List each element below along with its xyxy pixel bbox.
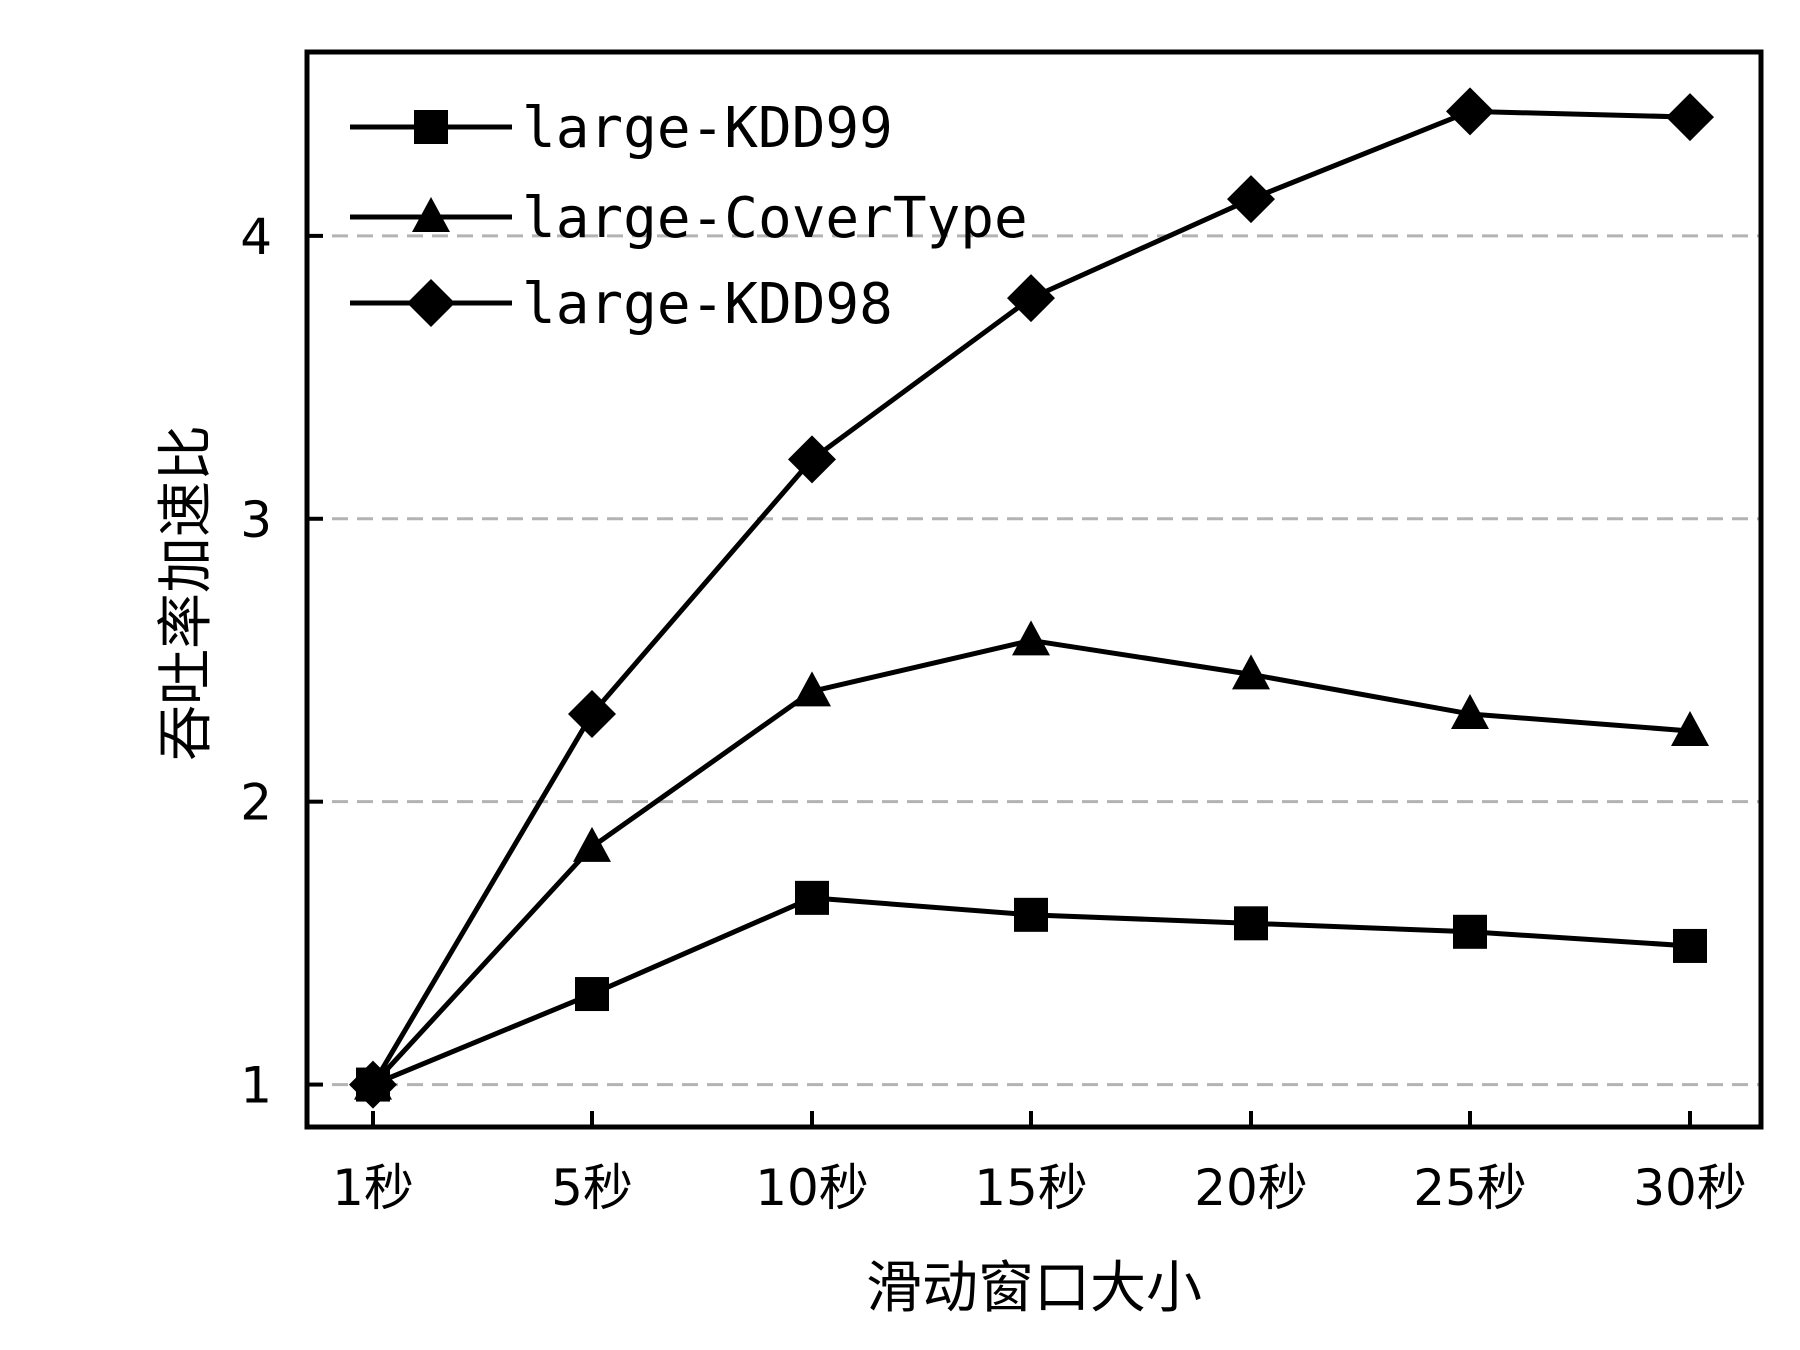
data-point-triangle (1012, 620, 1050, 656)
legend-label: large-KDD98 (522, 272, 893, 337)
legend-item: large-KDD98 (350, 272, 893, 337)
data-point-square (1014, 897, 1048, 932)
legend-marker-square (414, 110, 448, 144)
legend-label: large-CoverType (522, 186, 1028, 251)
data-point-square (795, 880, 829, 915)
data-point-triangle (1451, 693, 1489, 729)
y-tick-label: 2 (240, 774, 272, 832)
legend-item: large-CoverType (350, 186, 1028, 251)
series-layer (349, 87, 1714, 1109)
data-point-triangle (1671, 710, 1709, 746)
data-point-triangle (1232, 654, 1270, 690)
data-point-triangle (793, 671, 831, 707)
plot-frame (304, 49, 1764, 1130)
data-point-diamond (568, 689, 616, 738)
data-point-diamond (349, 1060, 397, 1109)
x-tick-label: 25秒 (1413, 1159, 1527, 1217)
data-point-square (1453, 914, 1487, 949)
legend: large-KDD99 large-CoverType large-KDD98 (350, 96, 1028, 337)
x-tick-label: 20秒 (1194, 1159, 1308, 1217)
data-point-triangle (573, 826, 611, 862)
x-tick-label: 30秒 (1633, 1159, 1747, 1217)
data-point-diamond (1446, 87, 1494, 136)
x-tick-label: 1秒 (332, 1159, 414, 1217)
series-line (370, 108, 1691, 1086)
data-point-square (1673, 928, 1707, 963)
x-axis: 1秒 5秒 10秒 15秒 20秒 25秒 30秒 (332, 1111, 1747, 1217)
x-tick-label: 10秒 (755, 1159, 869, 1217)
data-point-diamond (1227, 175, 1275, 224)
legend-marker-diamond (407, 279, 455, 327)
legend-label: large-KDD99 (522, 96, 893, 161)
y-tick-label: 4 (240, 208, 272, 266)
grid-lines (307, 234, 1761, 1087)
x-tick-label: 5秒 (551, 1159, 633, 1217)
series-line (371, 637, 1691, 1087)
x-tick-label: 15秒 (974, 1159, 1088, 1217)
data-point-square (1234, 906, 1268, 941)
series-large-KDD98 (349, 87, 1714, 1109)
series-large-CoverType (354, 620, 1709, 1100)
y-axis-title: 吞吐率加速比 (154, 425, 219, 761)
y-tick-label: 1 (240, 1057, 272, 1115)
legend-marker-triangle (412, 197, 450, 232)
data-point-square (575, 977, 609, 1012)
data-point-diamond (788, 435, 836, 484)
y-tick-label: 3 (240, 491, 272, 549)
data-point-diamond (1007, 274, 1055, 323)
series-large-KDD99 (356, 880, 1707, 1102)
x-axis-title: 滑动窗口大小 (866, 1256, 1202, 1321)
legend-item: large-KDD99 (350, 96, 893, 161)
y-axis: 1 2 3 4 (240, 208, 323, 1115)
data-point-diamond (1666, 93, 1714, 142)
